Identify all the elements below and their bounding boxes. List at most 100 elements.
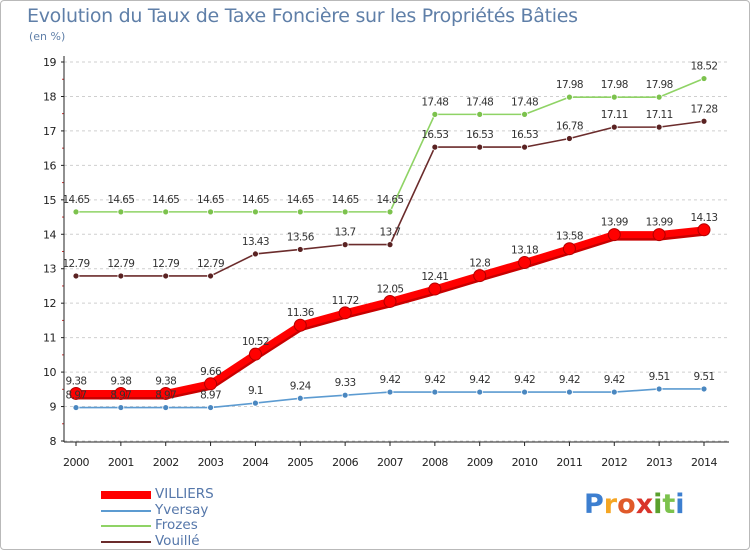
y-tick-label-9: 9 (50, 401, 57, 414)
data-label-vouill--2012: 17.11 (601, 109, 628, 121)
data-label-frozes-2011: 17.98 (556, 79, 583, 91)
data-point-villiers-2010 (518, 256, 532, 270)
data-label-villiers-2002: 9.38 (155, 375, 176, 387)
data-label-villiers-2003: 9.66 (200, 366, 222, 378)
legend-label-villiers: VILLIERS (155, 486, 214, 502)
data-label-frozes-2005: 14.65 (287, 194, 314, 206)
data-point-villiers-2006 (338, 306, 352, 320)
data-label-frozes-2002: 14.65 (152, 194, 179, 206)
proxiti-logo: Proxiti (584, 489, 685, 520)
data-point-frozes-2010 (521, 110, 528, 118)
data-point-villiers-2014 (697, 223, 711, 237)
data-label-villiers-2013: 13.99 (646, 217, 673, 229)
data-point-villiers-2004 (248, 347, 262, 361)
data-label-villiers-2012: 13.99 (601, 217, 628, 229)
data-label-vouill--2003: 12.79 (197, 258, 224, 270)
y-tick-label-16: 16 (43, 159, 56, 172)
unit-label: (en %) (29, 30, 66, 43)
legend-swatch-yversay (101, 509, 151, 512)
x-tick-label-2000: 2000 (63, 456, 89, 469)
data-point-frozes-2003 (207, 208, 214, 216)
data-point-vouill--2014 (700, 117, 708, 125)
data-point-villiers-2009 (473, 269, 487, 283)
data-point-villiers-2005 (293, 318, 307, 332)
logo-letter: t (662, 489, 676, 520)
y-tick-label-12: 12 (43, 297, 56, 310)
data-label-vouill--2010: 16.53 (511, 129, 538, 141)
data-label-yversay-2001: 8.97 (110, 390, 131, 402)
data-label-yversay-2011: 9.42 (559, 374, 580, 386)
y-tick-label-19: 19 (43, 56, 56, 69)
y-tick-label-15: 15 (43, 194, 56, 207)
data-point-yversay-2013 (655, 385, 663, 393)
data-label-villiers-2004: 10.52 (242, 336, 269, 348)
data-point-villiers-2008 (428, 282, 442, 296)
data-label-vouill--2013: 17.11 (646, 109, 673, 121)
data-label-villiers-2008: 12.41 (421, 271, 448, 283)
data-label-villiers-2010: 13.18 (511, 245, 538, 257)
data-label-villiers-2006: 11.72 (332, 295, 359, 307)
data-label-vouill--2004: 13.43 (242, 236, 269, 248)
data-label-yversay-2008: 9.42 (424, 374, 445, 386)
x-tick-label-2003: 2003 (198, 456, 224, 469)
y-tick-label-18: 18 (43, 90, 56, 103)
x-tick-label-2005: 2005 (287, 456, 313, 469)
logo-letter: P (584, 489, 604, 520)
data-point-frozes-2000 (72, 208, 80, 216)
data-label-villiers-2005: 11.36 (287, 307, 315, 319)
data-label-yversay-2006: 9.33 (335, 377, 356, 389)
data-point-villiers-2013 (652, 228, 666, 242)
x-tick-label-2009: 2009 (467, 456, 493, 469)
data-point-frozes-2001 (117, 208, 125, 216)
data-point-villiers-2012 (607, 228, 621, 242)
series-line-frozes (76, 77, 705, 213)
data-label-vouill--2008: 16.53 (421, 129, 448, 141)
data-point-vouill--2013 (655, 123, 663, 131)
y-tick-label-11: 11 (43, 332, 56, 345)
data-point-villiers-2003 (204, 377, 218, 391)
data-label-villiers-2007: 12.05 (376, 283, 403, 295)
x-tick-label-2002: 2002 (153, 456, 179, 469)
data-point-yversay-2001 (117, 404, 125, 411)
data-label-villiers-2000: 9.38 (66, 375, 87, 387)
data-label-frozes-2001: 14.65 (107, 194, 134, 206)
x-tick-label-2007: 2007 (377, 456, 403, 469)
data-point-yversay-2008 (431, 388, 439, 396)
series-line-villiers (72, 226, 708, 397)
legend-swatch-villiers (101, 491, 151, 499)
logo-letter: o (617, 489, 636, 520)
data-label-villiers-2011: 13.58 (556, 231, 583, 243)
data-point-vouill--2007 (386, 241, 394, 249)
data-label-yversay-2010: 9.42 (514, 374, 535, 386)
y-tick-label-8: 8 (50, 435, 57, 448)
data-point-frozes-2006 (341, 208, 349, 216)
data-label-frozes-2000: 14.65 (62, 194, 89, 206)
data-point-vouill--2008 (431, 143, 439, 151)
data-point-yversay-2000 (72, 404, 80, 411)
data-label-frozes-2007: 14.65 (376, 194, 403, 206)
data-label-yversay-2013: 9.51 (649, 371, 670, 383)
data-label-vouill--2009: 16.53 (466, 129, 493, 141)
logo-letter: i (653, 489, 663, 520)
x-tick-label-2010: 2010 (512, 456, 538, 469)
legend-label-frozes: Frozes (155, 517, 198, 533)
x-tick-label-2011: 2011 (556, 456, 582, 469)
x-tick-label-2013: 2013 (646, 456, 672, 469)
data-label-vouill--2000: 12.79 (62, 258, 89, 270)
data-label-frozes-2003: 14.65 (197, 194, 224, 206)
data-point-frozes-2008 (431, 110, 439, 118)
data-label-frozes-2008: 17.48 (421, 96, 448, 108)
data-label-yversay-2000: 8.97 (66, 390, 87, 402)
data-point-vouill--2001 (117, 272, 125, 280)
data-label-frozes-2006: 14.65 (332, 194, 359, 206)
data-label-vouill--2011: 16.78 (556, 120, 583, 132)
data-point-yversay-2011 (566, 388, 573, 396)
data-point-villiers-2001 (114, 386, 128, 400)
data-label-villiers-2014: 14.13 (690, 212, 717, 224)
data-label-yversay-2002: 8.97 (155, 390, 176, 402)
data-label-frozes-2009: 17.48 (466, 96, 493, 108)
data-label-villiers-2001: 9.38 (110, 375, 131, 387)
data-point-yversay-2014 (700, 385, 708, 393)
chart-title: Evolution du Taux de Taxe Foncière sur l… (27, 5, 578, 27)
